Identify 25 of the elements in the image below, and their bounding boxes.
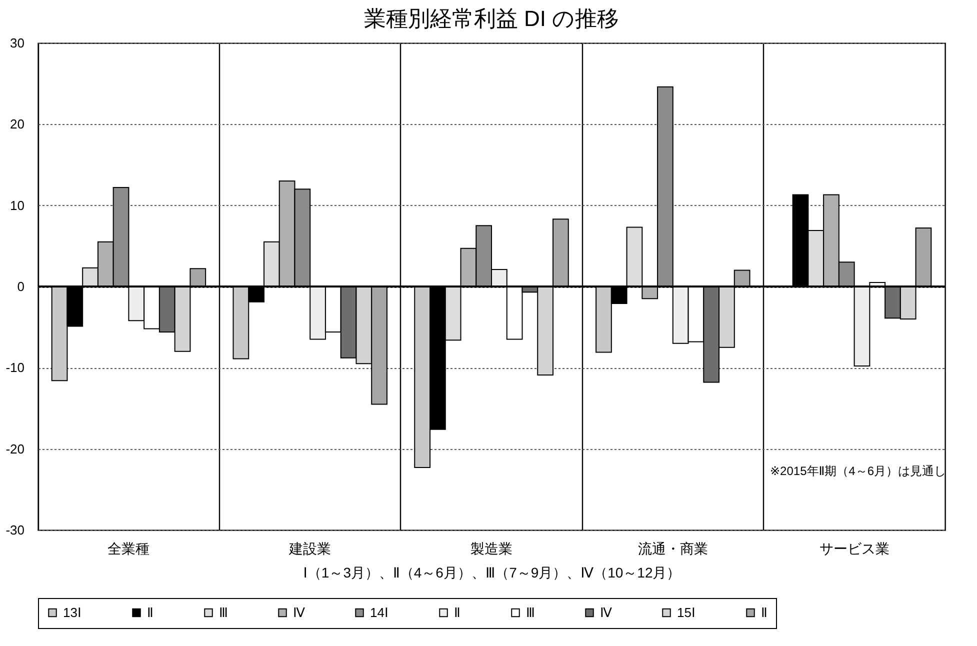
y-tick-label: 20 [10,116,24,132]
y-tick-label: 0 [17,279,24,294]
legend-label: 13Ⅰ [63,604,82,620]
legend-label: Ⅱ [761,604,768,620]
legend-label: Ⅳ [600,604,612,620]
legend-label: Ⅲ [219,604,228,620]
x-tick-label: 製造業 [470,540,512,556]
legend-label: Ⅱ [147,604,154,620]
legend-label: Ⅳ [293,604,305,620]
chart-title: 業種別経常利益 DI の推移 [364,6,620,31]
legend-label: 15Ⅰ [677,604,696,620]
y-tick-label: 30 [10,36,24,50]
x-tick-label: 流通・商業 [638,540,708,556]
x-tick-label: サービス業 [819,540,890,556]
y-tick-label: -30 [6,522,24,538]
y-tick-label: -20 [6,441,24,456]
x-axis-title: Ⅰ（1～3月）、Ⅱ（4～6月）、Ⅲ（7～9月）、Ⅳ（10～12月） [303,564,681,580]
annotation: ※2015年Ⅱ期（4～6月）は見通し [770,464,946,478]
x-tick-label: 建設業 [288,540,332,556]
legend-label: 14Ⅰ [370,604,388,620]
y-tick-label: -10 [6,360,24,376]
legend-label: Ⅱ [454,604,460,620]
legend-label: Ⅲ [526,604,535,620]
y-tick-label: 10 [10,198,24,213]
x-tick-label: 全業種 [108,540,150,556]
